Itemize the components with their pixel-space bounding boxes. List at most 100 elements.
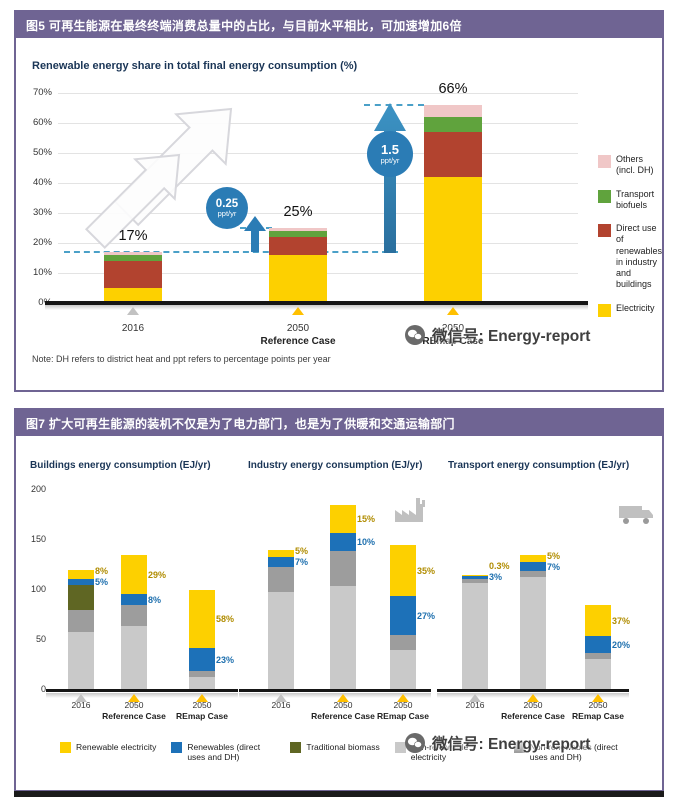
fig7-bar bbox=[68, 570, 94, 690]
fig7-category-sublabel: Reference Case bbox=[102, 711, 166, 721]
fig7-transport-title: Transport energy consumption (EJ/yr) bbox=[448, 460, 630, 471]
axis-marker-triangle bbox=[127, 307, 139, 315]
fig5-bar-segment-elec bbox=[424, 177, 482, 303]
fig5-legend-item: Transport biofuels bbox=[598, 189, 660, 212]
figure5-title-bar: 图5 可再生能源在最终终端消费总量中的占比，与目前水平相比，可加速增加6倍 bbox=[16, 12, 662, 38]
fig5-gridline bbox=[58, 152, 578, 154]
fig7-bar-segment-nre bbox=[121, 605, 147, 626]
fig7-legend-item: Non-renewables (direct uses and DH) bbox=[513, 742, 618, 762]
fig7-category-sublabel: REmap Case bbox=[377, 711, 429, 721]
fig7-plot-1: 5% 7% 2016 15% 10% 2050 Reference Case 35% 27% 20… bbox=[239, 490, 435, 721]
fig5-total-label: 25% bbox=[283, 204, 313, 220]
fig5-bar-segment-biofuel bbox=[424, 117, 482, 132]
fig7-bar-segment-re bbox=[462, 575, 488, 576]
fig7-bar bbox=[330, 505, 356, 690]
dashed-line-66pct bbox=[364, 104, 424, 106]
fig7-bar-segment-nrd bbox=[268, 592, 294, 690]
x-axis-shadow bbox=[239, 692, 431, 698]
fig7-bar bbox=[121, 555, 147, 690]
fig7-legend-item: Traditional biomass bbox=[290, 742, 380, 753]
growth-rate-badge-reference: 0.25 ppt/yr bbox=[206, 187, 248, 229]
figure5-body: Renewable energy share in total final en… bbox=[16, 38, 662, 390]
fig5-legend-label: Others (incl. DH) bbox=[616, 154, 654, 176]
fig7-category-sublabel: REmap Case bbox=[176, 711, 228, 721]
fig7-bar-segment-re bbox=[390, 545, 416, 596]
fig7-bar-segment-rd bbox=[121, 594, 147, 605]
fig5-bar-segment-direct bbox=[104, 261, 162, 288]
fig5-legend: Others (incl. DH) Transport biofuels Direc… bbox=[598, 154, 663, 329]
fig7-buildings-title: Buildings energy consumption (EJ/yr) bbox=[30, 460, 211, 471]
fig7-share-label-renewable-electricity: 15% bbox=[357, 514, 376, 524]
fig5-total-label: 17% bbox=[118, 228, 148, 244]
legend-swatch bbox=[394, 742, 406, 753]
fig7-bar-segment-rd bbox=[189, 648, 215, 671]
fig5-bar-segment-direct bbox=[424, 132, 482, 177]
axis-marker-triangle bbox=[469, 694, 481, 702]
axis-marker-triangle bbox=[292, 307, 304, 315]
axis-marker-triangle bbox=[196, 694, 208, 702]
fig7-share-label-renewables-direct: 10% bbox=[357, 537, 376, 547]
legend-swatch bbox=[598, 155, 611, 168]
acceleration-arrows-decoration bbox=[63, 93, 323, 263]
axis-marker-triangle bbox=[527, 694, 539, 702]
fig7-category-label: 2050 bbox=[393, 700, 413, 710]
small-growth-arrow-head bbox=[244, 216, 266, 231]
fig7-share-label-renewables-direct: 27% bbox=[417, 610, 436, 621]
fig5-plot: 0.25 ppt/yr 1.5 ppt/yr 0%10%20%30%40%50%… bbox=[33, 81, 588, 347]
factory-icon bbox=[395, 498, 425, 522]
dashed-line-17pct bbox=[64, 251, 398, 253]
fig7-bar-segment-rd bbox=[390, 596, 416, 635]
fig7-bar-segment-rd bbox=[520, 562, 546, 571]
fig5-total-label: 66% bbox=[438, 81, 468, 97]
truck-icon bbox=[619, 506, 653, 524]
fig7-share-label-renewable-electricity: 58% bbox=[216, 614, 235, 624]
fig7-bar bbox=[189, 590, 215, 690]
fig5-bar bbox=[104, 252, 162, 303]
axis-marker-triangle bbox=[75, 694, 87, 702]
axis-marker-triangle bbox=[592, 694, 604, 702]
fig7-share-label-renewable-electricity: 29% bbox=[148, 569, 167, 580]
fig7-bar-segment-rd bbox=[268, 557, 294, 567]
fig7-bar-segment-nrd bbox=[462, 583, 488, 690]
fig7-bar-segment-nre bbox=[268, 567, 294, 592]
x-axis-line bbox=[239, 689, 431, 692]
wechat-icon bbox=[405, 325, 425, 345]
fig7-bar-segment-rd bbox=[330, 533, 356, 551]
fig7-bar bbox=[268, 550, 294, 690]
fig5-bar-segment-others bbox=[269, 228, 327, 231]
fig5-category-label: 2050 bbox=[441, 323, 465, 334]
wechat-icon bbox=[405, 733, 425, 753]
small-growth-arrow-stem bbox=[251, 230, 259, 252]
fig5-legend-label: Direct use of renewables in industry and… bbox=[616, 223, 663, 290]
fig7-legend-item: Renewable electricity bbox=[60, 742, 156, 753]
fig7-bar-segment-nre bbox=[189, 671, 215, 677]
fig7-category-label: 2016 bbox=[271, 700, 291, 710]
fig5-bar-segment-others bbox=[424, 105, 482, 117]
fig7-bar-segment-re bbox=[585, 605, 611, 636]
legend-swatch bbox=[598, 189, 611, 203]
fig7-legend: Renewable electricity Renewables (direct … bbox=[60, 742, 633, 762]
fig5-gridline bbox=[58, 92, 578, 94]
fig7-legend-label: Renewables (direct uses and DH) bbox=[187, 742, 261, 763]
fig5-legend-label: Transport biofuels bbox=[616, 188, 655, 210]
fig7-share-label-renewable-electricity: 8% bbox=[95, 566, 109, 576]
fig7-bar-segment-re bbox=[189, 590, 215, 648]
fig5-bar bbox=[269, 228, 327, 303]
figure7-title-bar: 图7 扩大可再生能源的装机不仅是为了电力部门，也是为了供暖和交通运输部门 bbox=[16, 410, 662, 436]
fig7-bar-segment-nrd bbox=[121, 626, 147, 690]
fig7-legend-item: Renewables (direct uses and DH) bbox=[171, 742, 275, 762]
fig5-bar-segment-biofuel bbox=[269, 231, 327, 237]
growth-rate-badge-remap: 1.5 ppt/yr bbox=[367, 131, 413, 177]
x-axis-line bbox=[437, 689, 629, 692]
fig7-legend-item: Non-renewable electricity bbox=[394, 742, 499, 762]
fig5-ytick-label: 30% bbox=[32, 207, 52, 218]
fig7-bar bbox=[462, 575, 488, 690]
watermark-text: 微信号: Energy-report bbox=[432, 328, 591, 345]
fig5-chart-title: Renewable energy share in total final en… bbox=[32, 60, 358, 72]
fig7-bar-segment-nre bbox=[462, 579, 488, 583]
fig7-share-label-renewables-direct: 23% bbox=[216, 654, 235, 665]
fig7-category-label: 2050 bbox=[333, 700, 353, 710]
x-axis-shadow bbox=[46, 692, 238, 698]
fig7-bar-segment-rd bbox=[68, 579, 94, 585]
fig7-bar-segment-nrd bbox=[189, 677, 215, 690]
